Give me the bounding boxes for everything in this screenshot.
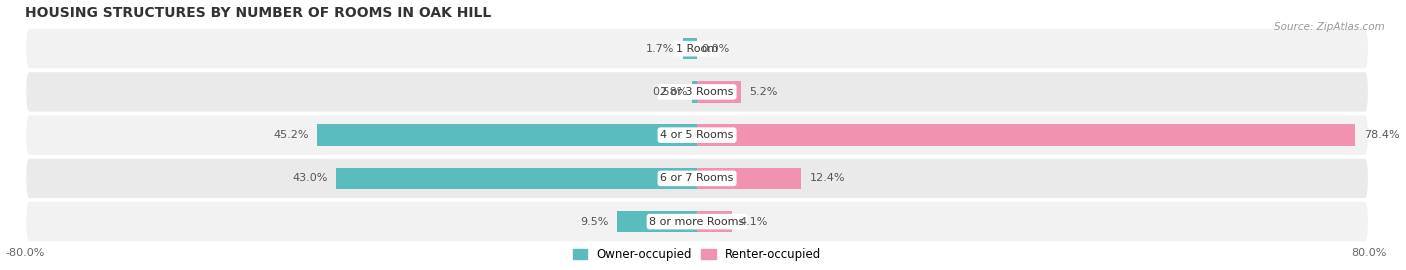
Text: 4.1%: 4.1% [740, 217, 768, 227]
Bar [697, 211, 731, 232]
Bar [336, 168, 697, 189]
Text: 9.5%: 9.5% [581, 217, 609, 227]
Bar [318, 124, 697, 146]
Text: 12.4%: 12.4% [810, 173, 845, 183]
Text: 2 or 3 Rooms: 2 or 3 Rooms [661, 87, 734, 97]
FancyBboxPatch shape [25, 28, 1369, 69]
Text: Source: ZipAtlas.com: Source: ZipAtlas.com [1274, 22, 1385, 32]
FancyBboxPatch shape [25, 114, 1369, 156]
Text: 78.4%: 78.4% [1364, 130, 1399, 140]
Text: 45.2%: 45.2% [274, 130, 309, 140]
Text: 8 or more Rooms: 8 or more Rooms [650, 217, 745, 227]
Bar [697, 168, 801, 189]
Text: 1 Room: 1 Room [676, 44, 718, 54]
Bar [617, 211, 697, 232]
Text: 43.0%: 43.0% [292, 173, 328, 183]
Bar [683, 38, 697, 59]
Text: 0.58%: 0.58% [652, 87, 688, 97]
Text: 1.7%: 1.7% [645, 44, 675, 54]
FancyBboxPatch shape [25, 158, 1369, 199]
Text: 4 or 5 Rooms: 4 or 5 Rooms [661, 130, 734, 140]
Text: 6 or 7 Rooms: 6 or 7 Rooms [661, 173, 734, 183]
Text: 5.2%: 5.2% [749, 87, 778, 97]
FancyBboxPatch shape [25, 201, 1369, 242]
Bar [697, 81, 741, 103]
Text: 0.0%: 0.0% [702, 44, 730, 54]
Text: HOUSING STRUCTURES BY NUMBER OF ROOMS IN OAK HILL: HOUSING STRUCTURES BY NUMBER OF ROOMS IN… [25, 6, 492, 19]
Bar [692, 81, 697, 103]
Legend: Owner-occupied, Renter-occupied: Owner-occupied, Renter-occupied [568, 244, 825, 266]
Bar [697, 124, 1355, 146]
FancyBboxPatch shape [25, 71, 1369, 113]
